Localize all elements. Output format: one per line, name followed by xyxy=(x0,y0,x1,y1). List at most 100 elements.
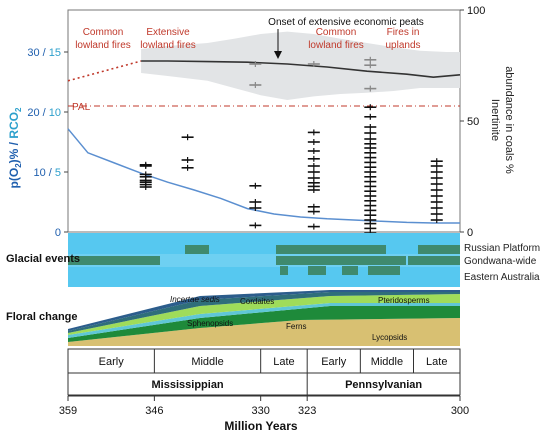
inertinite-marker xyxy=(364,62,377,69)
annotation-fires-uplands-a: Fires in xyxy=(387,27,420,38)
period-row: Mississippian Pennsylvanian xyxy=(67,372,461,396)
glacial-bar xyxy=(408,256,460,265)
left-axis-ticks: 0 10 / 5 20 / 10 30 / 15 xyxy=(27,47,68,239)
inertinite-marker xyxy=(139,163,152,169)
inertinite-marker xyxy=(181,157,194,163)
right-tick-label: 50 xyxy=(467,116,479,128)
inertinite-marker xyxy=(430,217,443,223)
po2-line-extension xyxy=(67,60,142,82)
epoch-label: Early xyxy=(99,356,125,368)
inertinite-marker xyxy=(249,82,262,88)
annotation-fires-uplands-b: uplands xyxy=(385,40,420,51)
glacial-row-gondwana: Gondwana-wide xyxy=(464,256,537,267)
x-tick-label: 346 xyxy=(145,405,163,417)
glacial-label: Glacial events xyxy=(6,253,80,265)
glacial-row-eastern-australia: Eastern Australia xyxy=(464,272,540,283)
period-label: Mississippian xyxy=(152,379,224,391)
epoch-row: Early Middle Late Early Middle Late xyxy=(67,348,461,374)
inertinite-marker xyxy=(307,169,320,175)
inertinite-marker xyxy=(307,148,320,154)
glacial-row-russian: Russian Platform xyxy=(464,243,540,254)
inertinite-marker xyxy=(430,175,443,181)
annotation-common-lowland-2a: Common xyxy=(316,27,357,38)
epoch-label: Early xyxy=(321,356,347,368)
inertinite-marker xyxy=(430,169,443,175)
right-axis-ticks: 0 50 100 xyxy=(460,5,485,239)
inertinite-marker xyxy=(430,205,443,211)
inertinite-marker xyxy=(364,130,377,136)
left-axis-label: p(O2)% / RCO2 xyxy=(7,107,23,188)
inertinite-marker xyxy=(430,181,443,187)
glacial-bar xyxy=(276,256,406,265)
floral-text-incertae: Incertae sedis xyxy=(170,295,220,304)
glacial-bar xyxy=(68,256,160,265)
inertinite-marker xyxy=(430,193,443,199)
epoch-label: Late xyxy=(273,356,294,368)
inertinite-markers xyxy=(139,56,443,237)
glacial-bar xyxy=(280,266,288,275)
left-tick-label: 30 / 15 xyxy=(27,47,61,59)
inertinite-marker xyxy=(307,223,320,230)
inertinite-marker xyxy=(307,129,320,136)
inertinite-marker xyxy=(430,211,443,217)
epoch-label: Late xyxy=(426,356,447,368)
floral-text-pteridosperms: Pteridosperms xyxy=(378,296,430,305)
floral-panel xyxy=(68,290,460,346)
onset-arrow-head xyxy=(274,51,282,59)
epoch-label: Middle xyxy=(371,356,403,368)
glacial-bars xyxy=(68,245,460,275)
annotation-common-lowland-1a: Common xyxy=(83,27,124,38)
annotation-extensive-b: lowland fires xyxy=(140,40,196,51)
annotation-common-lowland-1b: lowland fires xyxy=(75,40,131,51)
floral-text-ferns: Ferns xyxy=(286,322,306,331)
inertinite-marker xyxy=(364,113,377,120)
floral-band-cordaites xyxy=(68,290,460,331)
inertinite-marker xyxy=(307,163,320,169)
glacial-bar xyxy=(418,245,460,254)
inertinite-marker xyxy=(249,182,262,189)
glacial-bar xyxy=(368,266,400,275)
inertinite-marker xyxy=(181,164,194,171)
x-axis-ticks: 359 346 330 323 300 xyxy=(59,395,469,417)
floral-text-lycopsids: Lycopsids xyxy=(372,333,407,342)
pal-label: PAL xyxy=(72,102,91,113)
x-axis-label: Million Years xyxy=(224,419,297,433)
floral-band-lycopsids xyxy=(68,318,460,346)
left-tick-label: 10 / 5 xyxy=(33,167,61,179)
inertinite-marker xyxy=(430,163,443,169)
inertinite-marker xyxy=(364,56,377,63)
glacial-bar xyxy=(185,245,209,254)
inertinite-marker xyxy=(139,184,152,190)
inertinite-marker xyxy=(364,124,377,130)
x-tick-label: 300 xyxy=(451,405,469,417)
floral-text-sphenopsids: Sphenopsids xyxy=(187,319,233,328)
left-tick-label: 0 xyxy=(55,227,61,239)
inertinite-marker xyxy=(307,187,320,193)
inertinite-marker xyxy=(307,139,320,145)
inertinite-marker xyxy=(307,208,320,215)
inertinite-marker xyxy=(249,205,262,211)
onset-label: Onset of extensive economic peats xyxy=(268,17,424,28)
period-row-frame xyxy=(67,372,461,396)
annotation-common-lowland-2b: lowland fires xyxy=(308,40,364,51)
glacial-bar xyxy=(308,266,326,275)
left-tick-label: 20 / 10 xyxy=(27,107,61,119)
series-po2-line xyxy=(141,60,461,79)
right-axis-label-line2: abundance in coals % xyxy=(503,66,515,174)
inertinite-marker xyxy=(430,187,443,193)
floral-band-incertae xyxy=(68,292,460,333)
inertinite-marker xyxy=(430,199,443,205)
period-label: Pennsylvanian xyxy=(345,379,422,391)
floral-text-cordaites: Cordaites xyxy=(240,297,274,306)
inertinite-marker xyxy=(249,61,262,67)
inertinite-marker xyxy=(307,155,320,162)
inertinite-marker xyxy=(249,199,262,205)
glacial-bar xyxy=(276,245,386,254)
inertinite-marker xyxy=(307,61,320,67)
right-tick-label: 100 xyxy=(467,5,485,17)
x-tick-label: 330 xyxy=(251,405,269,417)
floral-band-sphenopsids xyxy=(68,303,460,338)
x-tick-label: 323 xyxy=(298,405,316,417)
inertinite-marker xyxy=(249,222,262,229)
